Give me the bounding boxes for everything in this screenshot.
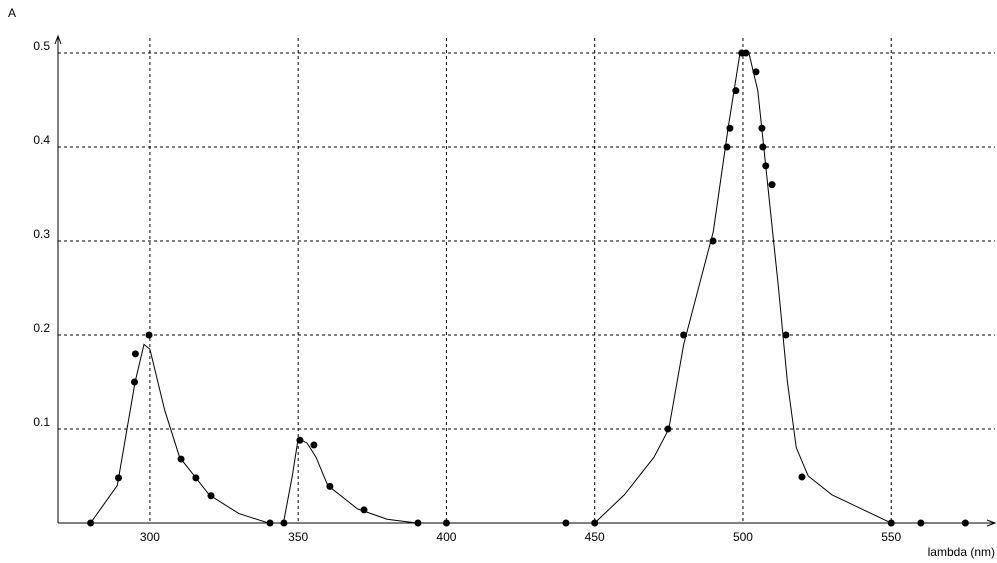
y-tick-label: 0.2 (33, 321, 50, 335)
data-point (131, 378, 139, 386)
data-point (709, 237, 717, 245)
data-point (177, 455, 185, 463)
y-tick-label: 0.3 (33, 227, 50, 241)
x-axis-label: lambda (nm) (928, 545, 995, 559)
y-tick-label: 0.1 (33, 415, 50, 429)
data-point (131, 350, 139, 358)
data-point (145, 331, 153, 339)
x-tick-label: 400 (436, 530, 456, 544)
data-point (192, 474, 200, 482)
data-point (326, 482, 334, 490)
data-point (207, 492, 215, 500)
data-point (887, 519, 895, 527)
data-point (266, 519, 274, 527)
data-point (723, 143, 731, 151)
data-point (664, 425, 672, 433)
data-point (296, 436, 304, 444)
data-point (759, 143, 767, 151)
data-point (562, 519, 570, 527)
data-point (762, 162, 770, 170)
y-tick-label: 0.4 (33, 133, 50, 147)
data-point (758, 124, 766, 132)
y-axis-label: A (8, 6, 16, 20)
data-point (798, 473, 806, 481)
x-axis-arrow (986, 519, 997, 527)
x-tick-label: 500 (733, 530, 753, 544)
data-point (442, 519, 450, 527)
data-point (114, 474, 122, 482)
data-point (591, 519, 599, 527)
data-point (742, 49, 750, 57)
data-point (961, 519, 969, 527)
data-point (752, 68, 760, 76)
data-point (768, 181, 776, 189)
x-tick-label: 450 (585, 530, 605, 544)
x-tick-label: 550 (881, 530, 901, 544)
x-tick-label: 350 (288, 530, 308, 544)
data-point (726, 124, 734, 132)
data-point (280, 519, 288, 527)
data-point (732, 87, 740, 95)
data-point (360, 506, 368, 514)
data-point (917, 519, 925, 527)
data-point (87, 519, 95, 527)
data-point (782, 331, 790, 339)
data-point (310, 441, 318, 449)
curve (90, 52, 892, 524)
data-point (680, 331, 688, 339)
y-tick-label: 0.5 (33, 39, 50, 53)
x-tick-label: 300 (140, 530, 160, 544)
data-point (414, 519, 422, 527)
y-axis-arrow (54, 34, 62, 45)
